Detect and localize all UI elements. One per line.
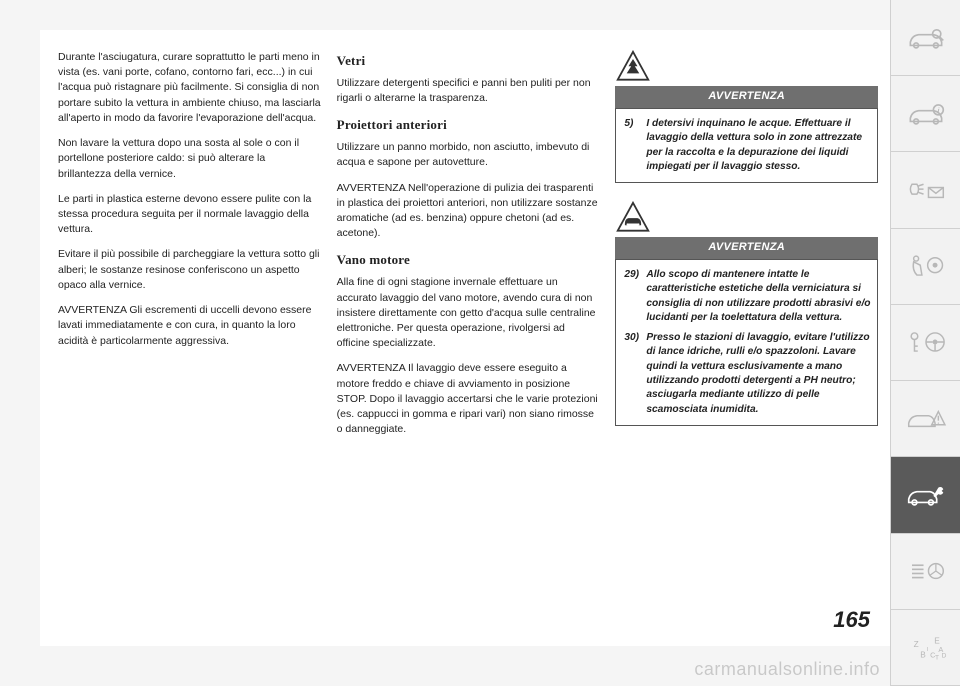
body-text: AVVERTENZA Nell'operazione di pulizia de… [337, 181, 600, 242]
body-text: Le parti in plastica esterne devono esse… [58, 192, 321, 238]
svg-text:T: T [935, 655, 939, 662]
warning-box: 29) Allo scopo di mantenere intatte le c… [615, 259, 878, 426]
body-text: AVVERTENZA Gli escrementi di uccelli dev… [58, 303, 321, 349]
warning-text: Allo scopo di mantenere intatte le carat… [646, 268, 871, 325]
svg-text:Z: Z [913, 640, 918, 649]
watermark-text: carmanualsonline.info [694, 659, 880, 680]
warning-text: I detersivi inquinano le acque. Effettua… [646, 117, 871, 174]
warning-number: 5) [624, 117, 646, 174]
warnings-block: AVVERTENZA 5) I detersivi inquinano le a… [615, 50, 878, 604]
heading-vano-motore: Vano motore [337, 251, 600, 270]
warning-number: 29) [624, 268, 646, 325]
car-warning-icon [615, 201, 651, 233]
tab-car-hazard-icon[interactable] [890, 381, 960, 457]
body-text: Durante l'asciugatura, curare soprattutt… [58, 50, 321, 126]
warning-number: 30) [624, 331, 646, 417]
heading-vetri: Vetri [337, 52, 600, 71]
tab-index-icon[interactable]: ZBICEATD [890, 610, 960, 686]
warning-box: 5) I detersivi inquinano le acque. Effet… [615, 108, 878, 183]
warning-banner: AVVERTENZA [615, 237, 878, 259]
tab-car-search-icon[interactable] [890, 0, 960, 76]
column-3: AVVERTENZA 5) I detersivi inquinano le a… [615, 50, 878, 636]
body-text: Evitare il più possibile di parcheggiare… [58, 247, 321, 293]
body-text: Non lavare la vettura dopo una sosta al … [58, 136, 321, 182]
heading-proiettori: Proiettori anteriori [337, 116, 600, 135]
body-text: Alla fine di ogni stagione invernale eff… [337, 275, 600, 351]
tab-specs-icon[interactable] [890, 534, 960, 610]
tab-seat-airbag-icon[interactable] [890, 229, 960, 305]
manual-page: Durante l'asciugatura, curare soprattutt… [40, 30, 890, 646]
column-2: Vetri Utilizzare detergenti specifici e … [337, 50, 600, 636]
eco-tree-icon [615, 50, 651, 82]
tab-car-info-icon[interactable]: i [890, 76, 960, 152]
warning-banner: AVVERTENZA [615, 86, 878, 108]
tab-lights-message-icon[interactable] [890, 152, 960, 228]
svg-text:D: D [941, 653, 946, 660]
tab-car-service-icon[interactable] [890, 457, 960, 533]
page-number: 165 [615, 604, 878, 636]
section-tabs-sidebar: i ZBICEATD [890, 0, 960, 686]
body-text: Utilizzare un panno morbido, non asciutt… [337, 140, 600, 170]
body-text: AVVERTENZA Il lavaggio deve essere esegu… [337, 361, 600, 437]
warning-text: Presso le stazioni di lavaggio, evitare … [646, 331, 871, 417]
body-text: Utilizzare detergenti specifici e panni … [337, 76, 600, 106]
column-1: Durante l'asciugatura, curare soprattutt… [58, 50, 321, 636]
tab-key-wheel-icon[interactable] [890, 305, 960, 381]
svg-text:I: I [926, 647, 928, 653]
svg-text:B: B [920, 651, 926, 660]
